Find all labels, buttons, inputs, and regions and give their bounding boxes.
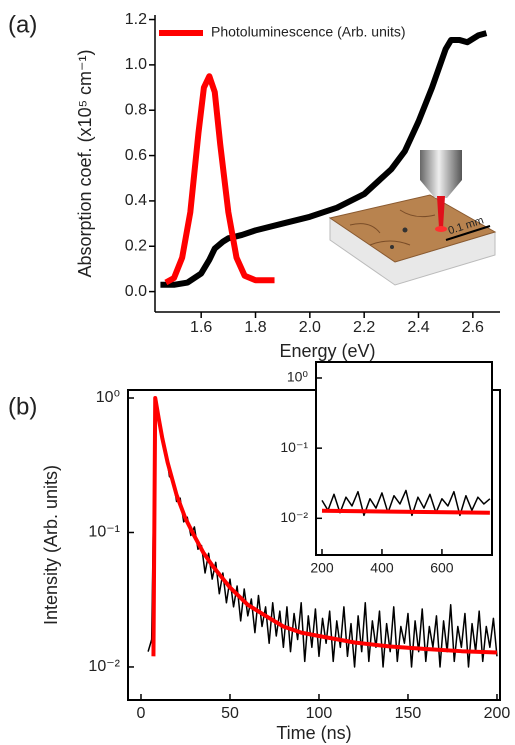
y-tick-label: 10⁻¹ [88, 524, 120, 541]
objective-tip [420, 180, 462, 198]
x-tick-label: 100 [306, 705, 333, 722]
slab-top [328, 194, 497, 263]
x-tick-label: 2.2 [353, 319, 375, 336]
x-tick-label: 1.6 [190, 319, 212, 336]
plot-frame [127, 389, 501, 701]
legend-label: Photoluminescence (Arb. units) [211, 24, 406, 40]
sample-illustration [328, 150, 497, 286]
x-axis-label: Time (ns) [276, 723, 351, 743]
x-tick-label: 600 [430, 560, 454, 576]
y-tick-label: 1.2 [125, 11, 147, 28]
x-tick-label: 2.4 [407, 319, 429, 336]
data-line [160, 30, 488, 288]
x-tick-label: 200 [484, 705, 511, 722]
y-axis-label: Absorption coef. (x10⁵ cm⁻¹) [75, 49, 95, 277]
y-tick-label: 0.2 [125, 237, 147, 254]
y-axis-label: Intensity (Arb. units) [41, 465, 61, 625]
x-tick-label: 50 [221, 705, 239, 722]
scale-bar [445, 225, 491, 241]
plot: 0 50 100 150 200 10⁰ 10⁻¹ 10⁻² Time (ns) Intensit… [8, 389, 510, 743]
panel-label: (a) [8, 11, 37, 38]
data-line [164, 73, 275, 286]
y-tick-label: 10⁰ [96, 389, 120, 406]
x-tick-label: 200 [310, 560, 334, 576]
x-tick-label: 1.8 [244, 319, 266, 336]
plot: 1.6 1.8 2.0 2.2 2.4 2.6 0.0 0.2 0.4 0.6 0.8 1.0 1.2 E… [8, 11, 500, 361]
texture [349, 209, 436, 246]
x-tick-label: 400 [370, 560, 394, 576]
laser-spot [435, 226, 447, 232]
x-tick-label: 0 [137, 705, 146, 722]
objective [420, 150, 462, 180]
pit [402, 227, 408, 233]
x-tick-label: 2.0 [299, 319, 321, 336]
pit [390, 245, 394, 249]
data-line [151, 396, 498, 657]
plot-frame [315, 361, 493, 556]
y-tick-label: 10⁻² [280, 509, 308, 525]
y-tick-label: 0.8 [125, 101, 147, 118]
y-tick-label: 10⁻¹ [280, 439, 308, 455]
y-tick-label: 1.0 [125, 56, 147, 73]
inset-background [316, 362, 492, 555]
data-line [321, 489, 491, 517]
y-tick-label: 0.6 [125, 147, 147, 164]
x-tick-label: 2.6 [462, 319, 484, 336]
x-axis-label: Energy (eV) [279, 341, 375, 361]
y-tick-label: 10⁻² [88, 658, 120, 675]
x-tick-label: 150 [395, 705, 422, 722]
data-line [321, 508, 490, 515]
y-tick-label: 0.0 [125, 283, 147, 300]
panel-label: (b) [8, 393, 37, 420]
y-tick-label: 0.4 [125, 192, 147, 209]
plot: 200 400 600 10⁰ 10⁻¹ 10⁻² [280, 361, 493, 576]
laser-beam [437, 196, 445, 228]
y-tick-label: 10⁰ [287, 369, 309, 385]
